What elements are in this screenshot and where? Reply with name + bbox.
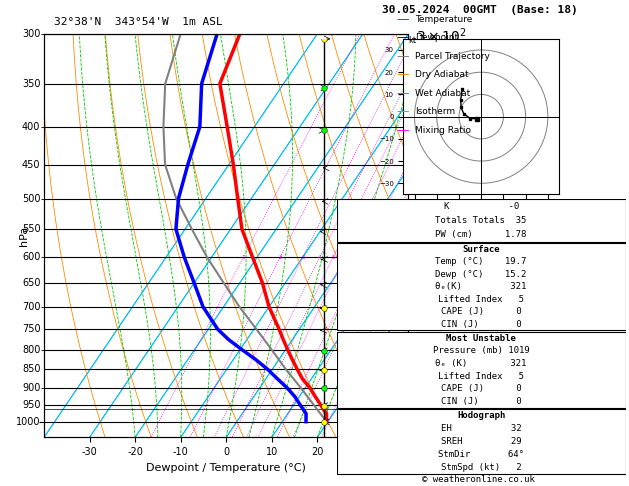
Text: Parcel Trajectory: Parcel Trajectory: [415, 52, 490, 61]
Text: CAPE (J)      0: CAPE (J) 0: [441, 384, 521, 393]
FancyBboxPatch shape: [337, 199, 626, 242]
Text: 950: 950: [22, 400, 40, 410]
FancyBboxPatch shape: [337, 409, 626, 474]
Text: Wet Adiabat: Wet Adiabat: [415, 89, 470, 98]
Text: 8: 8: [360, 255, 364, 260]
Text: Temperature: Temperature: [415, 15, 472, 24]
Text: CIN (J)       0: CIN (J) 0: [441, 397, 521, 406]
Text: 3: 3: [301, 255, 304, 260]
Text: Pressure (mb) 1019: Pressure (mb) 1019: [433, 346, 530, 355]
Text: 750: 750: [22, 324, 40, 334]
Text: 5: 5: [331, 255, 335, 260]
Text: 15: 15: [400, 255, 407, 260]
Text: Lifted Index   5: Lifted Index 5: [438, 372, 524, 381]
Text: 850: 850: [22, 364, 40, 374]
Text: 450: 450: [22, 159, 40, 170]
Text: 1000: 1000: [16, 417, 40, 427]
Text: 500: 500: [22, 193, 40, 204]
Text: CIN (J)       0: CIN (J) 0: [441, 320, 521, 329]
Text: 800: 800: [22, 345, 40, 355]
Text: 32°38'N  343°54'W  1m ASL: 32°38'N 343°54'W 1m ASL: [54, 17, 223, 27]
Text: 600: 600: [22, 252, 40, 262]
Text: StmDir       64°: StmDir 64°: [438, 450, 524, 459]
Text: 900: 900: [22, 383, 40, 393]
Text: —: —: [396, 50, 409, 63]
Text: —: —: [396, 69, 409, 81]
FancyBboxPatch shape: [337, 243, 626, 330]
Text: Lifted Index   5: Lifted Index 5: [438, 295, 524, 304]
Text: Mixing Ratio: Mixing Ratio: [415, 126, 471, 135]
Text: —: —: [396, 13, 409, 26]
Text: —: —: [396, 105, 409, 118]
Text: 400: 400: [22, 122, 40, 132]
Text: Dewp (°C)    15.2: Dewp (°C) 15.2: [435, 270, 527, 278]
Text: 4: 4: [318, 255, 321, 260]
Text: θₑ(K)         321: θₑ(K) 321: [435, 282, 527, 291]
Text: Dry Adiabat: Dry Adiabat: [415, 70, 469, 79]
Text: Isotherm: Isotherm: [415, 107, 455, 116]
Text: Totals Totals  35: Totals Totals 35: [435, 216, 527, 225]
Text: Dewpoint: Dewpoint: [415, 34, 459, 42]
Text: —: —: [396, 124, 409, 137]
Text: 10: 10: [373, 255, 380, 260]
Text: PW (cm)      1.78: PW (cm) 1.78: [435, 230, 527, 239]
X-axis label: Dewpoint / Temperature (°C): Dewpoint / Temperature (°C): [146, 463, 306, 473]
Text: —: —: [396, 32, 409, 44]
Text: kt: kt: [408, 36, 416, 45]
Text: 350: 350: [22, 79, 40, 88]
Y-axis label: km
ASL: km ASL: [479, 236, 497, 257]
Text: 650: 650: [22, 278, 40, 288]
Text: 1: 1: [242, 255, 245, 260]
Text: LCL: LCL: [412, 404, 427, 413]
Text: —: —: [396, 87, 409, 100]
Text: θₑ (K)        321: θₑ (K) 321: [435, 359, 527, 368]
Y-axis label: hPa: hPa: [19, 226, 30, 246]
Text: SREH         29: SREH 29: [441, 437, 521, 446]
Text: Hodograph: Hodograph: [457, 411, 505, 420]
Text: Surface: Surface: [462, 244, 500, 254]
Text: Most Unstable: Most Unstable: [446, 333, 516, 343]
Text: EH           32: EH 32: [441, 424, 521, 433]
Text: StmSpd (kt)   2: StmSpd (kt) 2: [441, 463, 521, 472]
Text: K           -0: K -0: [443, 202, 519, 211]
Text: 30.05.2024  00GMT  (Base: 18): 30.05.2024 00GMT (Base: 18): [382, 4, 577, 15]
Text: CAPE (J)      0: CAPE (J) 0: [441, 307, 521, 316]
Text: 700: 700: [22, 302, 40, 312]
Text: © weatheronline.co.uk: © weatheronline.co.uk: [421, 474, 535, 484]
Text: 550: 550: [22, 224, 40, 234]
Text: 2: 2: [279, 255, 282, 260]
Text: 300: 300: [22, 29, 40, 39]
FancyBboxPatch shape: [337, 332, 626, 408]
Text: Temp (°C)    19.7: Temp (°C) 19.7: [435, 257, 527, 266]
